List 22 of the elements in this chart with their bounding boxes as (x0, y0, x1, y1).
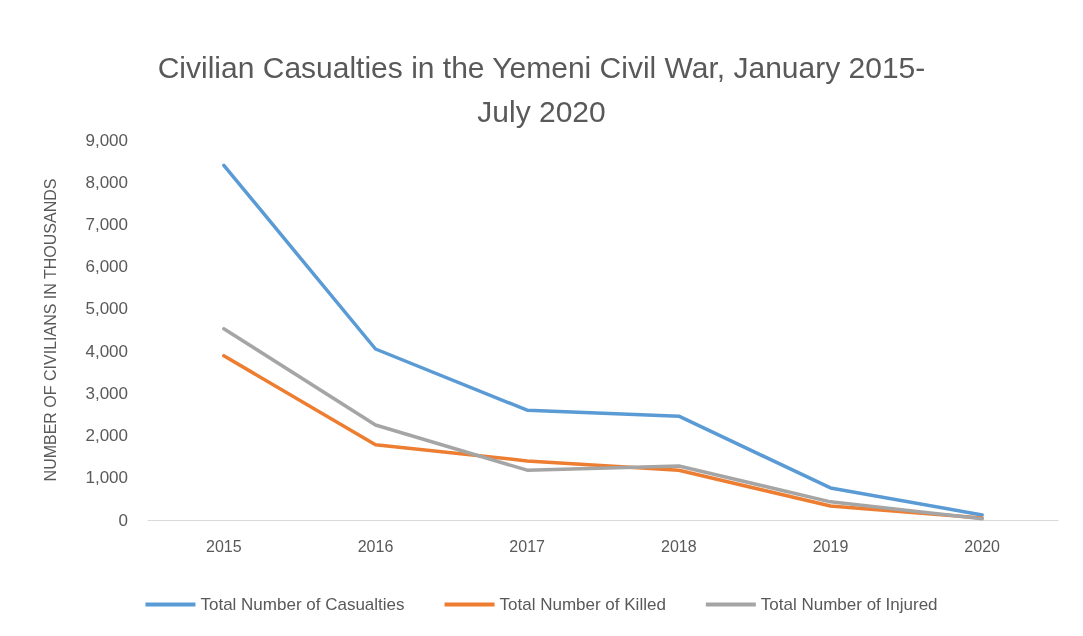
chart-title: Civilian Casualties in the Yemeni Civil War, January 2015- July 2020 (157, 50, 926, 128)
legend-label: Total Number of Killed (499, 595, 666, 614)
y-tick-label: 0 (118, 510, 128, 530)
y-tick-label: 2,000 (85, 426, 128, 446)
x-tick-label: 2020 (964, 537, 1001, 555)
x-tick-label: 2016 (357, 537, 394, 555)
y-tick-label: 3,000 (85, 383, 128, 403)
x-tick-label: 2018 (661, 537, 697, 555)
y-tick-label: 6,000 (85, 257, 128, 277)
y-tick-label: 1,000 (85, 468, 128, 488)
legend-label: Total Number of Injured (760, 595, 938, 614)
y-tick-label: 4,000 (85, 341, 128, 361)
y-tick-label: 8,000 (85, 172, 128, 192)
x-tick-label: 2015 (206, 537, 242, 555)
x-tick-label: 2017 (509, 537, 546, 555)
y-tick-label: 5,000 (85, 299, 128, 319)
x-tick-label: 2019 (812, 537, 849, 555)
y-axis-title: NUMBER OF CIVILIANS IN THOUSANDS (41, 178, 59, 482)
legend-label: Total Number of Casualties (200, 595, 405, 614)
line-series (222, 163, 984, 517)
y-tick-label: 7,000 (85, 214, 128, 234)
y-tick-label: 9,000 (85, 130, 128, 150)
